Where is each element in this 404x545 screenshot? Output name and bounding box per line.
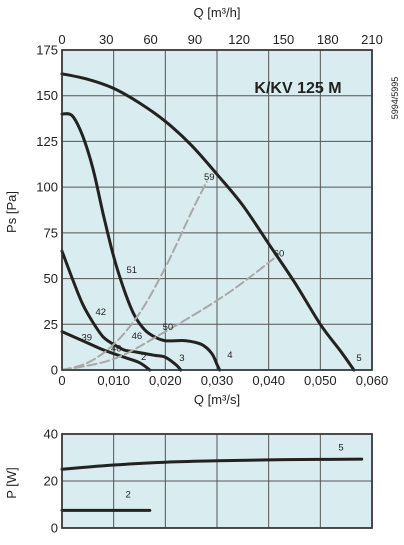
model-badge: K/KV 125 M [254,80,341,97]
main-curve-label: 59 [204,172,215,183]
power-y-axis-label: P [W] [4,467,19,499]
main-x-axis-label: Q [m³/s] [194,392,240,407]
main-y-ticks: 0 25 50 75 100 125 150 175 [36,43,58,378]
main-series [60,72,356,372]
fan-curve-2 [60,330,152,372]
power-grid [62,434,372,528]
main-x2-tick: 60 [143,32,157,47]
main-curve-label: 3 [179,353,184,364]
power-curve-label: 5 [338,442,343,453]
main-x-tick: 0,020 [149,373,182,388]
power-plot-frame [61,433,373,529]
main-x-tick: 0,050 [304,373,337,388]
power-y-tick: 40 [44,427,58,442]
main-y-tick: 150 [36,88,58,103]
main-curve-label: 40 [111,344,122,355]
fan-curve-3 [60,249,183,372]
fan-curve-5 [60,457,364,471]
main-x2-tick: 210 [361,32,383,47]
main-y-tick: 50 [44,271,58,286]
main-x2-tick: 150 [273,32,295,47]
main-x2-tick: 120 [228,32,250,47]
drawing-code: 5994/5995 [390,77,400,120]
main-curve-label: 2 [141,352,146,363]
main-x-ticks: 0 0,010 0,020 0,030 0,040 0,050 0,060 [58,373,388,388]
main-y-axis-label: Ps [Pa] [4,191,19,233]
power-y-tick: 20 [44,474,58,489]
main-x-tick: 0 [58,373,65,388]
main-x2-tick: 90 [188,32,202,47]
main-y-tick: 125 [36,134,58,149]
main-x-tick: 0,060 [356,373,389,388]
power-curve-label: 2 [125,489,130,500]
fan-curve-5 [60,72,356,372]
main-curve-label: 39 [82,333,93,344]
main-curve-label: 60 [274,249,285,260]
main-curve-label: 42 [95,307,106,318]
main-y-tick: 100 [36,180,58,195]
fan-curve-4 [60,112,222,372]
main-y-tick: 75 [44,225,58,240]
main-curve-label: 4 [227,350,232,361]
main-curve-label: 51 [126,265,137,276]
main-curve-labels: 59 60 51 50 42 46 39 40 2 3 4 5 [82,172,362,364]
main-y-tick: 25 [44,317,58,332]
main-x2-tick: 0 [58,32,65,47]
main-curve-label: 46 [132,331,143,342]
power-curve-labels: 52 [125,442,343,500]
power-series [60,457,364,512]
main-y-tick: 175 [36,43,58,58]
system-curve-5 [61,257,275,371]
top-x-ticks: 0 30 60 90 120 150 180 210 [58,32,382,47]
main-x-tick: 0,040 [252,373,285,388]
main-x2-tick: 30 [99,32,113,47]
system-curve-4 [61,180,208,371]
main-plot-frame [61,49,373,371]
top-x-axis-label: Q [m³/h] [194,5,241,20]
power-y-tick: 0 [51,521,58,536]
main-x-tick: 0,030 [201,373,234,388]
power-y-ticks: 0 20 40 [44,427,58,536]
main-x2-tick: 180 [317,32,339,47]
main-curve-label: 50 [163,322,174,333]
main-x-tick: 0,010 [97,373,130,388]
main-curve-label: 5 [356,353,361,364]
main-y-tick: 0 [51,363,58,378]
